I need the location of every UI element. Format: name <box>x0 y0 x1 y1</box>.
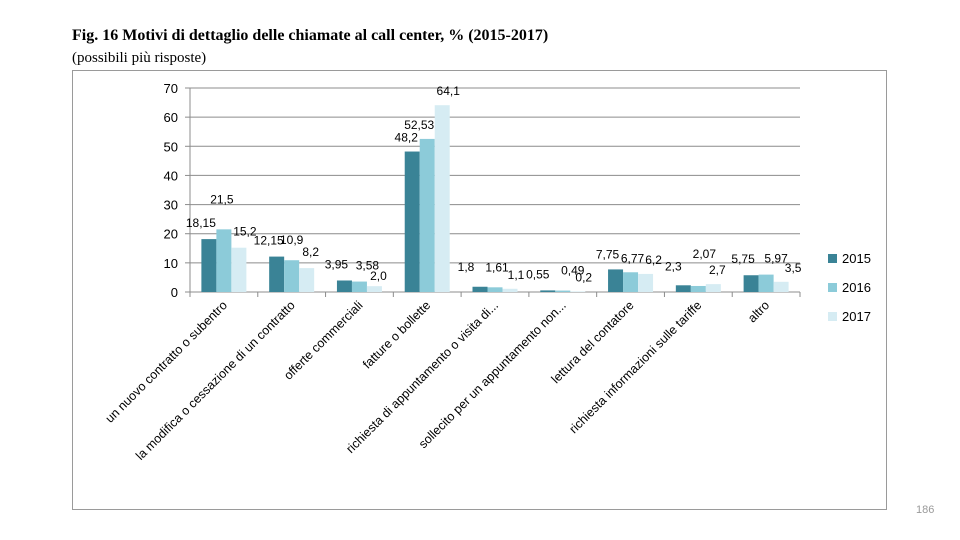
bar-2017-3 <box>434 105 450 293</box>
y-tick-label-20: 20 <box>164 227 178 242</box>
data-label-2016-1: 10,9 <box>280 233 304 247</box>
data-label-2015-0: 18,15 <box>186 216 216 230</box>
bar-2016-7 <box>690 285 706 292</box>
category-label-4: richiesta di appuntamento o visita di... <box>343 298 501 456</box>
data-label-2015-6: 7,75 <box>596 247 620 261</box>
bar-2015-0 <box>201 239 217 292</box>
page-number: 186 <box>916 504 935 516</box>
data-label-2017-2: 2,0 <box>370 269 387 283</box>
legend-swatch-2015 <box>828 254 837 263</box>
y-tick-label-10: 10 <box>164 256 178 271</box>
legend-label-2016: 2016 <box>842 280 871 295</box>
bar-2016-1 <box>284 260 300 292</box>
bar-2016-6 <box>623 272 639 292</box>
bar-2017-7 <box>705 284 721 292</box>
bar-2016-8 <box>758 274 774 292</box>
y-tick-label-50: 50 <box>164 139 178 154</box>
data-label-2015-2: 3,95 <box>325 257 349 271</box>
bar-2016-0 <box>216 229 232 292</box>
bar-2016-4 <box>487 287 503 292</box>
bar-2015-3 <box>404 151 420 292</box>
data-label-2016-2: 3,58 <box>356 259 380 273</box>
data-label-2017-5: 0,2 <box>575 270 592 284</box>
category-label-8: altro <box>745 298 772 325</box>
bar-2017-1 <box>299 268 315 292</box>
data-label-2016-7: 2,07 <box>693 247 717 261</box>
data-label-2017-4: 1,1 <box>508 268 525 282</box>
bar-2015-8 <box>743 275 759 292</box>
bar-2015-4 <box>472 286 488 292</box>
data-label-2015-4: 1,8 <box>458 260 475 274</box>
data-label-2016-4: 1,61 <box>485 260 509 274</box>
data-label-2016-6: 6,77 <box>621 251 645 265</box>
data-label-2015-7: 2,3 <box>665 259 682 273</box>
data-label-2017-8: 3,5 <box>785 261 802 275</box>
y-tick-label-0: 0 <box>171 285 178 300</box>
figure-subtitle: (possibili più risposte) <box>72 50 207 66</box>
figure-title: Fig. 16 Motivi di dettaglio delle chiama… <box>72 27 549 44</box>
bar-2016-3 <box>419 138 435 292</box>
data-label-2016-3: 52,53 <box>404 118 434 132</box>
chart-frame <box>72 70 887 510</box>
legend-swatch-2016 <box>828 283 837 292</box>
data-label-2017-3: 64,1 <box>437 84 461 98</box>
data-label-2015-3: 48,2 <box>395 131 419 145</box>
bar-2017-4 <box>502 288 518 292</box>
bar-2017-8 <box>773 281 789 292</box>
bar-2016-2 <box>351 281 367 292</box>
bar-2015-7 <box>675 285 691 292</box>
data-label-2015-8: 5,75 <box>731 252 755 266</box>
data-label-2017-0: 15,2 <box>233 225 257 239</box>
bar-2017-2 <box>366 286 382 292</box>
bar-2017-5 <box>570 291 586 292</box>
data-label-2015-5: 0,55 <box>526 267 550 281</box>
data-label-2017-7: 2,7 <box>709 263 726 277</box>
bar-2017-0 <box>231 247 247 292</box>
y-tick-label-40: 40 <box>164 168 178 183</box>
bar-2015-5 <box>540 290 556 292</box>
y-tick-label-30: 30 <box>164 198 178 213</box>
legend-swatch-2017 <box>828 312 837 321</box>
category-label-0: un nuovo contratto o subentro <box>103 298 230 425</box>
data-label-2017-1: 8,2 <box>302 245 319 259</box>
category-label-5: sollecito per un appuntamento non... <box>416 298 569 451</box>
data-label-2016-5: 0,49 <box>561 264 585 278</box>
y-tick-label-70: 70 <box>164 81 178 96</box>
bar-2017-6 <box>638 273 654 292</box>
y-tick-label-60: 60 <box>164 110 178 125</box>
category-label-3: fatture o bollette <box>360 298 433 371</box>
category-label-7: richiesta informazioni sulle tariffe <box>566 298 704 436</box>
legend-label-2017: 2017 <box>842 309 871 324</box>
bar-2015-6 <box>608 269 624 292</box>
bar-2016-5 <box>555 290 571 292</box>
bar-2015-1 <box>269 256 285 292</box>
data-label-2016-8: 5,97 <box>764 252 788 266</box>
data-label-2015-1: 12,15 <box>254 234 284 248</box>
data-label-2016-0: 21,5 <box>210 192 234 206</box>
legend-label-2015: 2015 <box>842 251 871 266</box>
category-label-1: la modifica o cessazione di un contratto <box>133 298 298 463</box>
data-label-2017-6: 6,2 <box>645 253 662 267</box>
bar-2015-2 <box>336 280 352 292</box>
